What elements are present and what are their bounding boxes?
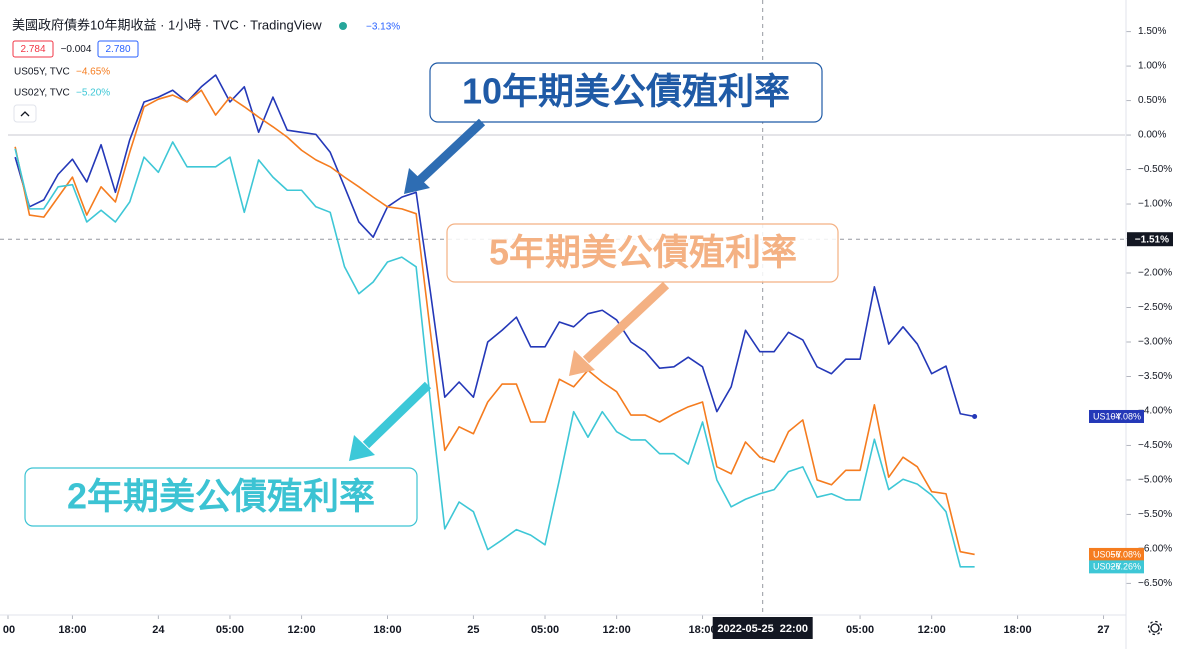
arrow-shaft bbox=[582, 281, 670, 364]
arrows bbox=[349, 118, 670, 461]
open-value: 2.784 bbox=[20, 44, 45, 55]
settings-gear[interactable] bbox=[1150, 623, 1160, 633]
overlay: US10Y−4.08% US05Y−6.08% US02Y−6.26% −1.51% 2… bbox=[712, 232, 1173, 639]
badge-name: US10Y bbox=[1093, 411, 1122, 421]
crosshair-y-badge bbox=[1127, 232, 1173, 247]
arrow-head bbox=[349, 435, 375, 461]
x-tick-label: 18:00 bbox=[373, 624, 401, 636]
y-tick-label: −3.50% bbox=[1138, 371, 1172, 382]
y-tick-label: −2.50% bbox=[1138, 302, 1172, 313]
y-tick-label: −5.50% bbox=[1138, 509, 1172, 520]
price-badge bbox=[1089, 409, 1144, 423]
y-tick-label: −2.00% bbox=[1138, 268, 1172, 279]
x-tick-label: 12:00 bbox=[918, 624, 946, 636]
series-line bbox=[14, 141, 975, 568]
settings-teeth[interactable] bbox=[1147, 620, 1163, 636]
crosshair-x-badge bbox=[712, 617, 813, 639]
series-line bbox=[14, 74, 975, 418]
arrow-head bbox=[404, 168, 430, 194]
plot-area: 1.50%1.00%0.50%0.00%−0.50%−1.00%−1.50%−2… bbox=[0, 0, 1172, 636]
y-tick-label: 0.50% bbox=[1138, 95, 1166, 106]
y-tick-label: −5.00% bbox=[1138, 475, 1172, 486]
settings-icon[interactable] bbox=[1147, 620, 1163, 636]
x-tick-label: 05:00 bbox=[531, 624, 559, 636]
y-tick-label: −3.00% bbox=[1138, 337, 1172, 348]
x-tick-label: 27 bbox=[1097, 624, 1109, 636]
legend-label: US02Y, TVC bbox=[14, 88, 70, 99]
price-badge bbox=[1089, 560, 1144, 574]
y-tick-label: −0.50% bbox=[1138, 164, 1172, 175]
crosshair-y-label: −1.51% bbox=[1135, 234, 1169, 245]
badge-value: −6.08% bbox=[1110, 549, 1141, 559]
change-value: −0.004 bbox=[61, 44, 92, 55]
arrow-head bbox=[569, 350, 595, 376]
badge-name: US02Y bbox=[1093, 562, 1122, 572]
x-tick-label: 12:00 bbox=[288, 624, 316, 636]
y-tick-label: 0.00% bbox=[1138, 130, 1166, 141]
y-tick-label: −6.50% bbox=[1138, 578, 1172, 589]
price-badge bbox=[1089, 547, 1144, 561]
x-tick-label: 05:00 bbox=[216, 624, 244, 636]
legend-change: −5.20% bbox=[76, 88, 110, 99]
x-tick-label: 24 bbox=[152, 624, 165, 636]
x-tick-label: 05:00 bbox=[846, 624, 874, 636]
legend-label: US05Y, TVC bbox=[14, 67, 70, 78]
annotation-box bbox=[446, 223, 839, 283]
x-tick-label: 25 bbox=[467, 624, 479, 636]
annotation-box bbox=[24, 467, 418, 527]
annotations: 10年期美公債殖利率 5年期美公債殖利率 2年期美公債殖利率 bbox=[66, 70, 797, 517]
badge-name: US05Y bbox=[1093, 549, 1122, 559]
title-change: −3.13% bbox=[366, 22, 400, 33]
annotation-box bbox=[429, 62, 823, 123]
collapse-icon bbox=[20, 111, 30, 117]
x-tick-label: 18:00 bbox=[58, 624, 86, 636]
open-box bbox=[12, 40, 54, 58]
crosshair-x-label: 2022-05-25 22:00 bbox=[717, 623, 808, 635]
x-tick-label: 18:00 bbox=[1004, 624, 1032, 636]
x-tick-label: 00 bbox=[3, 624, 15, 636]
legend: US05Y, TVC −4.65% US02Y, TVC −5.20% bbox=[14, 67, 110, 99]
y-tick-label: −4.50% bbox=[1138, 440, 1172, 451]
badge-value: −6.26% bbox=[1110, 562, 1141, 572]
badge-value: −4.08% bbox=[1110, 411, 1141, 421]
close-value: 2.780 bbox=[105, 44, 130, 55]
y-tick-label: −1.00% bbox=[1138, 199, 1172, 210]
chart-title: 美國政府債券10年期收益 · 1小時 · TVC · TradingView bbox=[12, 17, 322, 32]
y-tick-label: 1.50% bbox=[1138, 26, 1166, 37]
last-point bbox=[972, 413, 978, 419]
close-box bbox=[97, 40, 139, 58]
annotation: 10年期美公債殖利率 bbox=[462, 71, 790, 112]
arrow-shaft bbox=[362, 381, 432, 449]
annotation: 2年期美公債殖利率 bbox=[67, 476, 375, 517]
x-tick-label: 12:00 bbox=[603, 624, 631, 636]
series-line bbox=[14, 89, 975, 556]
status-dot bbox=[339, 22, 347, 30]
x-tick-label: 18:00 bbox=[688, 624, 716, 636]
y-tick-label: −4.00% bbox=[1138, 406, 1172, 417]
annotation: 5年期美公債殖利率 bbox=[489, 232, 797, 273]
arrow-shaft bbox=[416, 118, 486, 184]
legend-change: −4.65% bbox=[76, 67, 110, 78]
y-tick-label: −6.00% bbox=[1138, 544, 1172, 555]
collapse-button[interactable] bbox=[13, 104, 37, 123]
y-tick-label: 1.00% bbox=[1138, 61, 1166, 72]
